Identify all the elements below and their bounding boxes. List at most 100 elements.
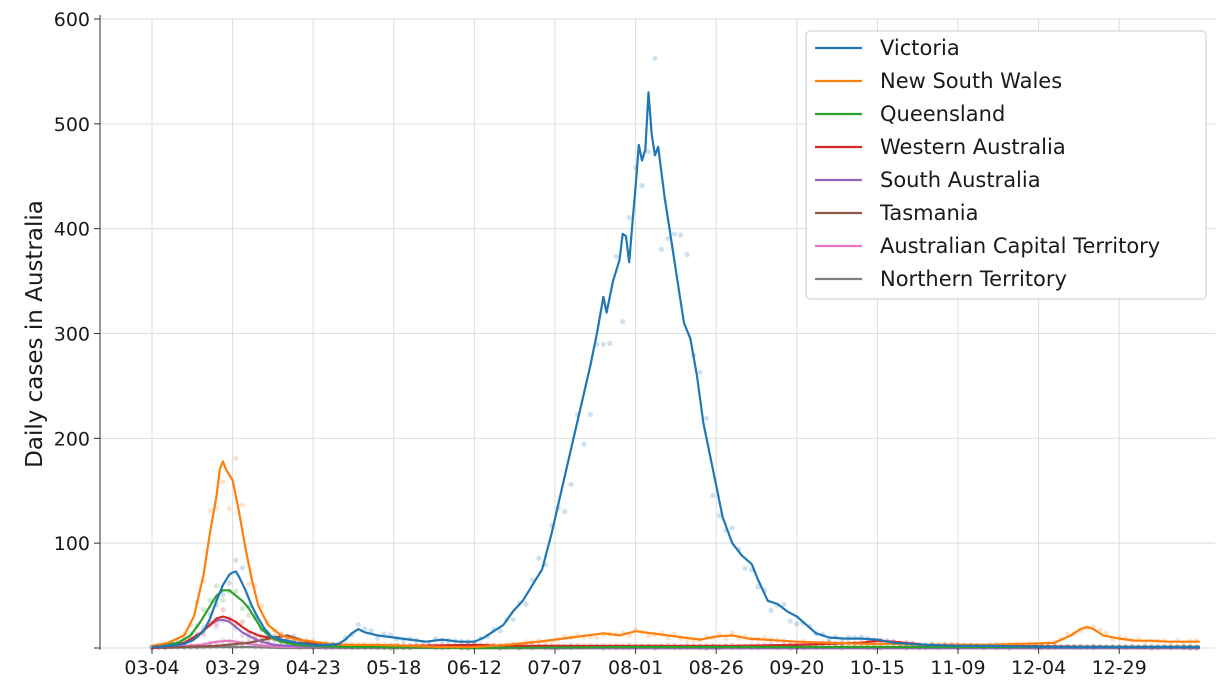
raw-point [220, 597, 226, 603]
x-tick-label: 09-20 [769, 657, 824, 679]
series-lines [151, 91, 1200, 650]
series-line [151, 91, 1200, 649]
raw-point [697, 369, 703, 376]
x-tick-label: 06-12 [447, 657, 502, 679]
raw-point [600, 341, 606, 347]
series-line [151, 589, 1200, 650]
raw-point [213, 624, 220, 630]
raw-point [703, 415, 710, 421]
raw-point [607, 340, 613, 346]
legend: Victoria New South Wales Queensland Western… [805, 30, 1207, 300]
raw-point [755, 584, 761, 590]
raw-point [626, 214, 632, 221]
x-tick-label: 08-26 [689, 657, 744, 679]
raw-point [742, 565, 748, 571]
raw-point [562, 508, 568, 514]
raw-point [768, 607, 774, 613]
raw-point [220, 607, 226, 613]
raw-point [497, 628, 503, 634]
raw-point [787, 618, 793, 624]
raw-point [794, 621, 800, 627]
raw-point [233, 455, 239, 462]
raw-point [671, 231, 677, 237]
raw-point [510, 616, 516, 623]
raw-point [581, 441, 587, 447]
raw-point [220, 592, 226, 598]
y-tick-label: 200 [54, 428, 90, 450]
raw-point [568, 481, 574, 488]
raw-point [652, 55, 658, 61]
y-axis-label: Daily cases in Australia [22, 200, 48, 468]
raw-point [220, 479, 226, 485]
raw-point [355, 621, 361, 628]
grid-lines [100, 18, 1215, 649]
x-tick-label: 12-04 [1011, 657, 1066, 679]
x-tick-label: 03-29 [205, 657, 260, 679]
raw-point [658, 246, 664, 252]
legend-label: Northern Territory [880, 267, 1067, 291]
raw-point [200, 607, 207, 613]
y-tick-label: 100 [54, 533, 90, 555]
raw-point [684, 252, 690, 258]
raw-point [207, 507, 213, 514]
raw-point [665, 236, 671, 242]
raw-point [239, 619, 245, 625]
raw-point [716, 512, 723, 518]
raw-point [587, 411, 594, 418]
x-tick-label: 04-23 [286, 657, 341, 679]
y-tick-label: 500 [54, 114, 90, 136]
raw-point [239, 565, 245, 571]
raw-point [233, 557, 239, 563]
series-line [151, 460, 1200, 649]
raw-point [729, 629, 735, 636]
x-tick-label: 03-04 [124, 657, 179, 679]
legend-label: South Australia [880, 168, 1041, 192]
raw-point [678, 232, 684, 238]
raw-point [233, 588, 239, 594]
raw-point [207, 597, 213, 603]
raw-point [639, 182, 645, 189]
legend-label: Australian Capital Territory [880, 234, 1160, 258]
raw-point [523, 601, 529, 607]
y-tick-label: 300 [54, 324, 90, 346]
legend-label: Tasmania [879, 201, 979, 225]
raw-point [226, 506, 232, 512]
y-tick-label: 600 [54, 9, 90, 31]
y-tick-label: 400 [54, 219, 90, 241]
x-tick-label: 08-01 [608, 657, 663, 679]
y-ticks: 100 200 300 400 500 600 [54, 9, 100, 649]
legend-label: Victoria [880, 36, 960, 60]
raw-point [362, 626, 368, 632]
legend-label: Western Australia [880, 135, 1066, 159]
raw-point [368, 628, 374, 634]
raw-point [645, 149, 652, 155]
raw-point [729, 525, 735, 531]
raw-point [375, 635, 381, 641]
legend-label: Queensland [880, 102, 1005, 126]
x-ticks: 03-04 03-29 04-23 05-18 06-12 07-07 08-01 08-26… [124, 648, 1147, 679]
raw-point [781, 601, 787, 608]
raw-point [723, 636, 729, 642]
raw-point [239, 605, 245, 612]
raw-point [620, 319, 626, 325]
raw-point [246, 612, 252, 618]
legend-label: New South Wales [880, 69, 1062, 93]
x-tick-label: 10-15 [850, 657, 905, 679]
raw-point [1103, 630, 1109, 636]
raw-point [239, 502, 245, 508]
raw-point [710, 492, 716, 499]
raw-point [613, 253, 619, 260]
raw-point [536, 555, 542, 561]
raw-point [213, 583, 220, 589]
raw-point [259, 603, 265, 609]
raw-point [594, 634, 600, 640]
raw-point [246, 581, 252, 587]
x-tick-label: 07-07 [527, 657, 582, 679]
x-tick-label: 11-09 [930, 657, 985, 679]
raw-point [226, 580, 232, 586]
legend-box [805, 30, 1207, 300]
raw-point [239, 633, 245, 639]
x-tick-label: 05-18 [366, 657, 421, 679]
x-tick-label: 12-29 [1092, 657, 1147, 679]
